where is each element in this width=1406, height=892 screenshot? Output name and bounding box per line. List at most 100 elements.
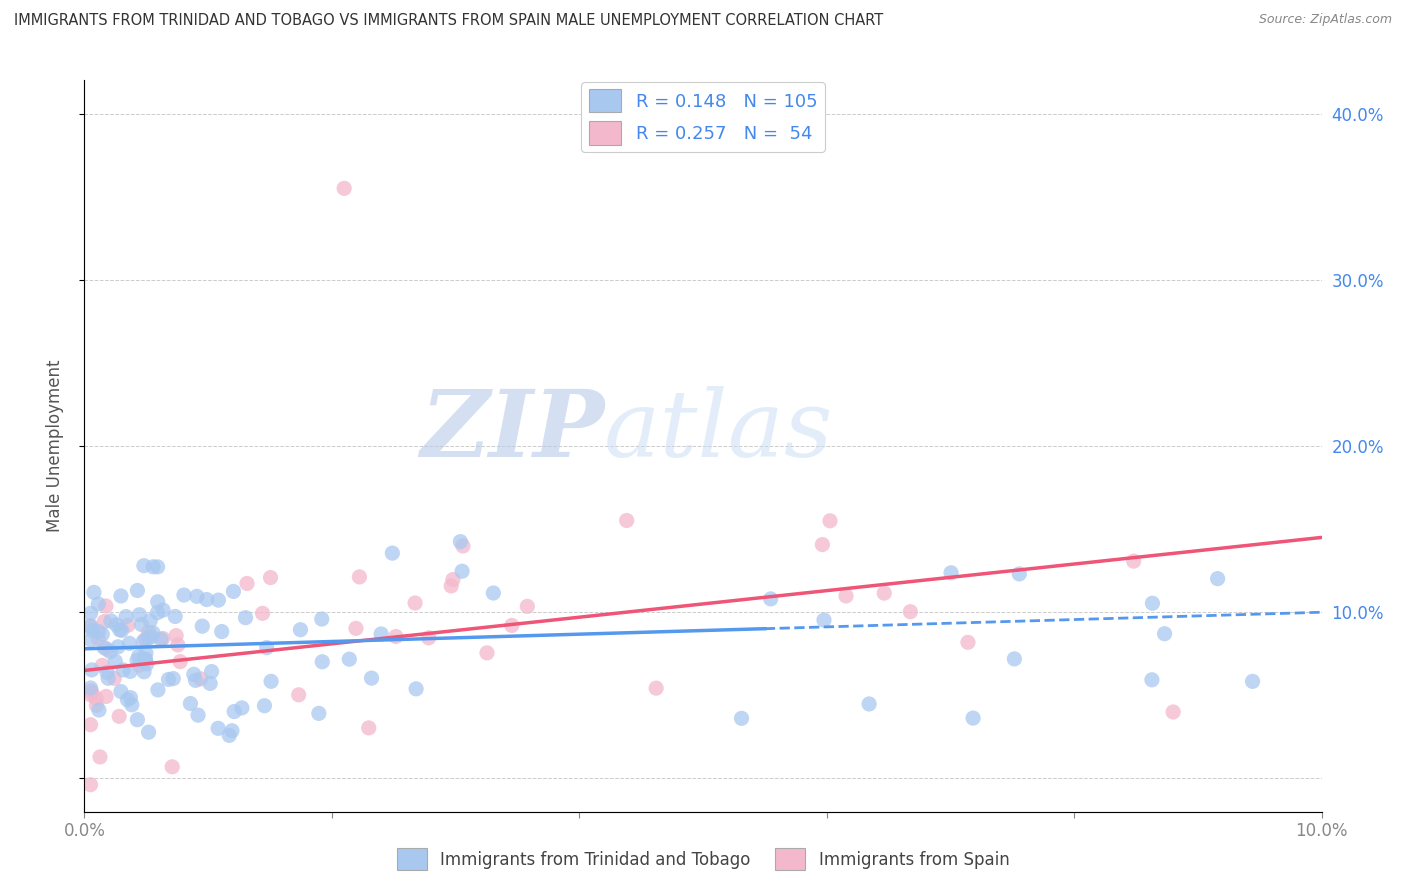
Point <box>1241 674 1264 689</box>
Y-axis label: Male Unemployment: Male Unemployment <box>45 359 63 533</box>
Point <box>813 613 835 627</box>
Point <box>222 584 245 599</box>
Point <box>80 663 103 677</box>
Point <box>128 658 150 673</box>
Point <box>128 649 150 664</box>
Point <box>218 728 240 742</box>
Point <box>173 588 195 602</box>
Point <box>169 655 191 669</box>
Point <box>146 559 169 574</box>
Point <box>186 590 208 604</box>
Point <box>344 621 367 635</box>
Point <box>79 618 101 632</box>
Point <box>94 690 117 704</box>
Point <box>308 706 330 721</box>
Point <box>1122 554 1144 568</box>
Text: Source: ZipAtlas.com: Source: ZipAtlas.com <box>1258 13 1392 27</box>
Point <box>451 539 474 553</box>
Point <box>93 640 115 655</box>
Point <box>86 698 108 713</box>
Point <box>79 619 101 633</box>
Point <box>79 607 101 621</box>
Point <box>105 617 128 632</box>
Point <box>82 624 104 638</box>
Point <box>132 558 155 573</box>
Point <box>260 674 283 689</box>
Point <box>120 665 142 679</box>
Point <box>107 640 129 654</box>
Point <box>1008 566 1031 581</box>
Point <box>956 635 979 649</box>
Point <box>79 688 101 702</box>
Point <box>110 684 132 698</box>
Point <box>183 667 205 681</box>
Point <box>1206 572 1229 586</box>
Point <box>120 690 142 705</box>
Point <box>149 632 172 647</box>
Point <box>184 673 207 688</box>
Point <box>451 564 474 578</box>
Point <box>87 632 110 646</box>
Point <box>207 722 229 736</box>
Point <box>97 671 120 685</box>
Point <box>84 691 107 706</box>
Point <box>818 514 841 528</box>
Point <box>141 630 163 644</box>
Point <box>1142 596 1164 610</box>
Point <box>441 573 464 587</box>
Point <box>200 665 222 679</box>
Point <box>79 681 101 695</box>
Point <box>418 631 440 645</box>
Point <box>858 697 880 711</box>
Point <box>118 636 141 650</box>
Point <box>160 760 183 774</box>
Point <box>89 750 111 764</box>
Point <box>100 614 122 628</box>
Point <box>127 583 149 598</box>
Point <box>195 592 218 607</box>
Point <box>98 644 121 658</box>
Point <box>166 638 188 652</box>
Point <box>256 640 278 655</box>
Point <box>440 579 463 593</box>
Point <box>111 624 134 638</box>
Point <box>616 513 638 527</box>
Point <box>134 653 156 667</box>
Point <box>96 665 118 680</box>
Point <box>962 711 984 725</box>
Point <box>115 609 138 624</box>
Point <box>253 698 276 713</box>
Point <box>187 708 209 723</box>
Point <box>117 618 139 632</box>
Point <box>103 671 125 685</box>
Point <box>91 658 114 673</box>
Point <box>152 603 174 617</box>
Point <box>1002 652 1025 666</box>
Point <box>290 623 312 637</box>
Point <box>136 631 159 645</box>
Point <box>221 723 243 738</box>
Point <box>759 591 782 606</box>
Point <box>146 595 169 609</box>
Point <box>231 701 253 715</box>
Point <box>127 713 149 727</box>
Point <box>333 181 356 195</box>
Point <box>108 623 131 637</box>
Text: atlas: atlas <box>605 386 834 476</box>
Point <box>236 576 259 591</box>
Point <box>482 586 505 600</box>
Point <box>93 615 115 629</box>
Point <box>87 597 110 611</box>
Point <box>83 585 105 599</box>
Point <box>1140 673 1163 687</box>
Point <box>134 632 156 647</box>
Point <box>337 652 360 666</box>
Point <box>370 627 392 641</box>
Point <box>835 589 858 603</box>
Point <box>898 605 921 619</box>
Point <box>190 672 212 686</box>
Point <box>132 665 155 679</box>
Point <box>142 625 165 640</box>
Point <box>87 703 110 717</box>
Point <box>108 709 131 723</box>
